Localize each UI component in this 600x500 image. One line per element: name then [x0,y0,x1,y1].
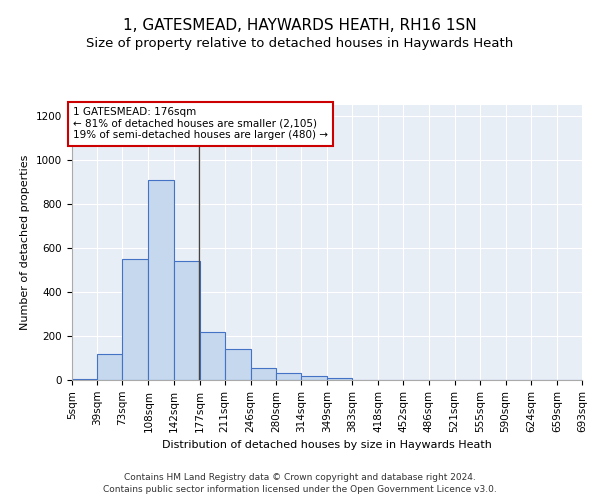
Bar [327,378,352,380]
Bar [251,368,276,380]
Bar [301,376,327,380]
Bar [173,261,199,380]
Bar [97,354,122,380]
Y-axis label: Number of detached properties: Number of detached properties [20,155,31,330]
Bar [199,332,225,380]
Bar [72,379,97,380]
Text: 1, GATESMEAD, HAYWARDS HEATH, RH16 1SN: 1, GATESMEAD, HAYWARDS HEATH, RH16 1SN [123,18,477,32]
Bar [122,259,148,380]
Bar [276,372,301,380]
Text: Contains public sector information licensed under the Open Government Licence v3: Contains public sector information licen… [103,485,497,494]
Bar [148,180,173,380]
X-axis label: Distribution of detached houses by size in Haywards Heath: Distribution of detached houses by size … [162,440,492,450]
Bar [225,349,251,380]
Text: Size of property relative to detached houses in Haywards Heath: Size of property relative to detached ho… [86,38,514,51]
Text: 1 GATESMEAD: 176sqm
← 81% of detached houses are smaller (2,105)
19% of semi-det: 1 GATESMEAD: 176sqm ← 81% of detached ho… [73,107,328,140]
Text: Contains HM Land Registry data © Crown copyright and database right 2024.: Contains HM Land Registry data © Crown c… [124,472,476,482]
